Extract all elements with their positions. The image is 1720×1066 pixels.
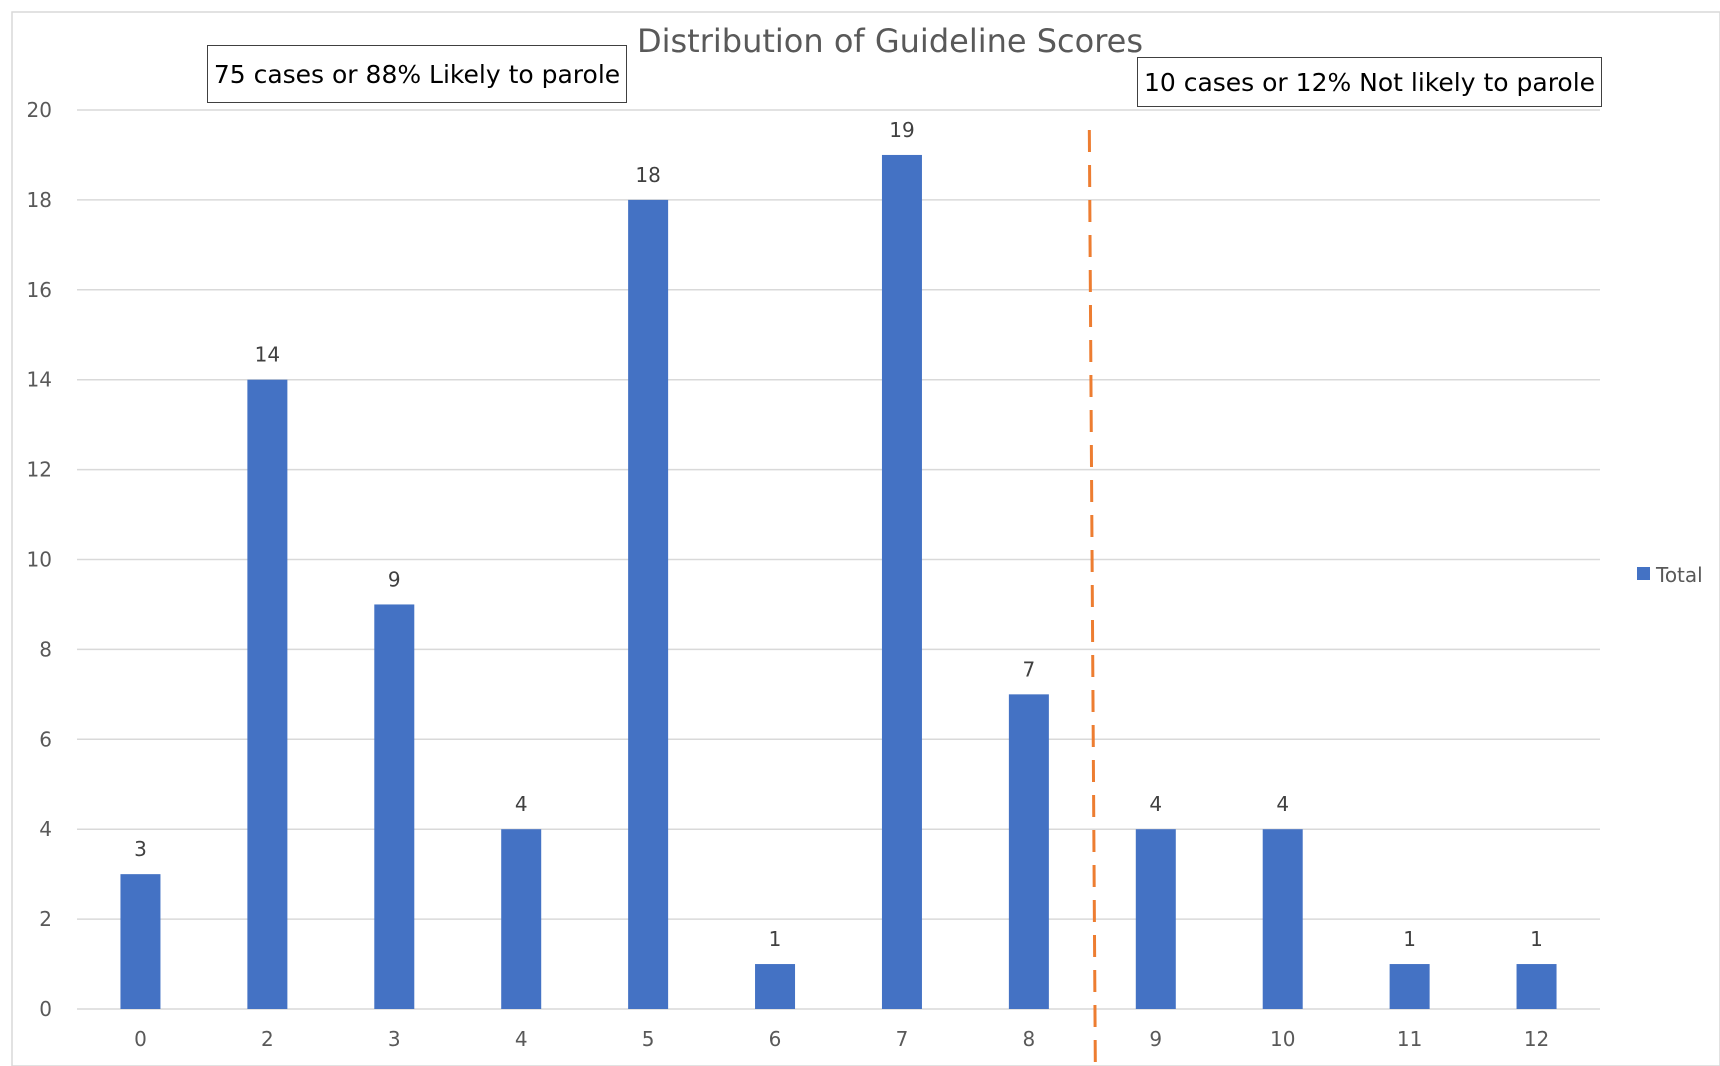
x-tick-label: 5 xyxy=(642,1027,655,1051)
x-axis-tick-labels: 0 2 3 4 5 6 7 8 9 10 11 12 xyxy=(134,1027,1549,1051)
bar xyxy=(755,964,796,1009)
bar xyxy=(1516,964,1557,1009)
x-tick-label: 3 xyxy=(388,1027,401,1051)
x-tick-label: 11 xyxy=(1397,1027,1422,1051)
y-tick-label: 12 xyxy=(27,458,52,482)
likely-to-parole-annotation: 75 cases or 88% Likely to parole xyxy=(207,45,627,103)
data-label: 4 xyxy=(515,792,528,816)
y-tick-label: 8 xyxy=(39,637,52,661)
x-tick-label: 4 xyxy=(515,1027,528,1051)
y-tick-label: 0 xyxy=(39,997,52,1021)
data-label: 1 xyxy=(769,927,782,951)
x-tick-label: 0 xyxy=(134,1027,147,1051)
data-label: 19 xyxy=(889,118,914,142)
x-tick-label: 7 xyxy=(896,1027,909,1051)
data-label: 1 xyxy=(1403,927,1416,951)
bar xyxy=(247,379,288,1009)
x-tick-label: 6 xyxy=(769,1027,782,1051)
y-tick-label: 16 xyxy=(27,278,52,302)
data-labels: 3 14 9 4 18 1 19 7 4 4 1 1 xyxy=(134,118,1543,951)
bar xyxy=(501,829,542,1009)
y-tick-label: 18 xyxy=(27,188,52,212)
not-likely-to-parole-annotation: 10 cases or 12% Not likely to parole xyxy=(1137,57,1602,107)
legend-label: Total xyxy=(1655,563,1703,587)
data-label: 4 xyxy=(1149,792,1162,816)
data-label: 1 xyxy=(1530,927,1543,951)
bar xyxy=(881,154,922,1009)
x-tick-label: 12 xyxy=(1524,1027,1549,1051)
bar xyxy=(1135,829,1176,1009)
plot-frame xyxy=(11,11,1720,1066)
x-tick-label: 10 xyxy=(1270,1027,1295,1051)
data-label: 18 xyxy=(635,163,660,187)
y-axis-tick-labels: 0 2 4 6 8 10 12 14 16 18 20 xyxy=(27,98,52,1021)
bar xyxy=(628,199,669,1009)
y-tick-label: 4 xyxy=(39,817,52,841)
y-tick-label: 6 xyxy=(39,727,52,751)
bar xyxy=(1262,829,1303,1009)
data-label: 9 xyxy=(388,567,401,591)
x-tick-label: 2 xyxy=(261,1027,274,1051)
y-tick-label: 20 xyxy=(27,98,52,122)
bar xyxy=(1389,964,1430,1009)
x-tick-label: 9 xyxy=(1149,1027,1162,1051)
data-label: 14 xyxy=(255,343,280,367)
x-tick-label: 8 xyxy=(1023,1027,1036,1051)
bar xyxy=(374,604,415,1009)
bars xyxy=(120,154,1557,1009)
legend: Total xyxy=(1637,563,1703,587)
y-tick-label: 10 xyxy=(27,548,52,572)
y-tick-label: 2 xyxy=(39,907,52,931)
y-tick-label: 14 xyxy=(27,368,52,392)
data-label: 3 xyxy=(134,837,147,861)
legend-swatch xyxy=(1637,567,1650,580)
gridlines xyxy=(77,109,1600,1010)
data-label: 4 xyxy=(1276,792,1289,816)
bar xyxy=(1008,694,1049,1009)
chart-title: Distribution of Guideline Scores xyxy=(637,22,1143,60)
threshold-line xyxy=(1087,129,1097,1066)
bar xyxy=(120,874,161,1009)
data-label: 7 xyxy=(1023,657,1036,681)
